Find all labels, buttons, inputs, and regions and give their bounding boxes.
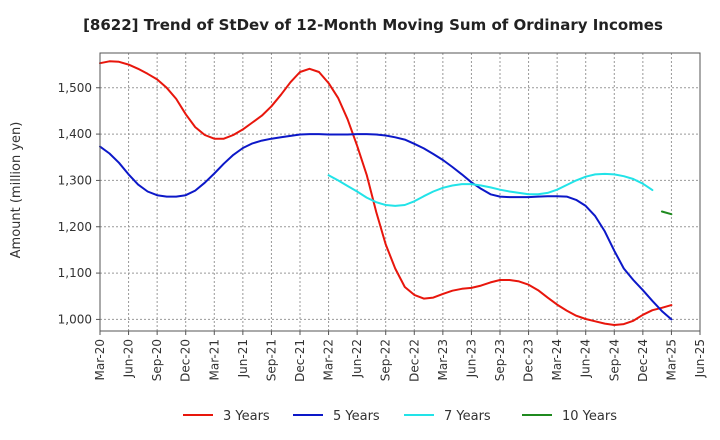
x-tick-label: Mar-25 [664, 339, 678, 380]
y-tick-label: 1,200 [58, 220, 92, 234]
series-line-10-years [660, 210, 673, 216]
grid [99, 53, 701, 331]
series-line-3-years [99, 60, 673, 326]
x-tick-label: Mar-22 [322, 339, 336, 380]
x-tick-label: Mar-23 [436, 339, 450, 380]
x-tick-label: Mar-21 [207, 339, 221, 380]
x-tick-label: Jun-22 [350, 339, 364, 378]
y-tick-label: 1,300 [58, 173, 92, 187]
x-tick-label: Jun-24 [579, 339, 593, 378]
legend-item: 5 Years [293, 409, 380, 424]
y-axis-label: Amount (million yen) [9, 122, 24, 259]
x-tick-label: Mar-20 [93, 339, 107, 380]
legend-item: 3 Years [183, 409, 270, 424]
x-tick-label: Jun-21 [236, 339, 250, 378]
series-line-5-years [99, 133, 673, 321]
legend-label: 10 Years [562, 409, 617, 424]
x-tick-label: Jun-25 [693, 339, 707, 378]
x-tick-label: Jun-23 [464, 339, 478, 378]
legend-item: 7 Years [404, 409, 491, 424]
x-tick-label: Sep-22 [379, 339, 393, 381]
x-tick-label: Sep-21 [264, 339, 278, 381]
x-tick-label: Mar-24 [550, 339, 564, 380]
chart-title: [8622] Trend of StDev of 12-Month Moving… [83, 16, 663, 34]
x-tick-label: Sep-23 [493, 339, 507, 381]
x-tick-label: Sep-20 [150, 339, 164, 381]
series-lines [99, 60, 673, 326]
series-line-7-years [327, 172, 654, 207]
x-tick-label: Dec-22 [407, 339, 421, 382]
legend-label: 5 Years [333, 409, 380, 424]
legend-item: 10 Years [522, 409, 617, 424]
legend: 3 Years 5 Years 7 Years 10 Years [183, 409, 617, 424]
y-tick-label: 1,000 [58, 312, 92, 326]
x-tick-label: Dec-21 [293, 339, 307, 382]
x-tick-label: Dec-24 [636, 339, 650, 382]
x-axis-ticks: Mar-20 Jun-20 Sep-20 Dec-20 Mar-21 Jun-21 Sep-… [93, 331, 707, 382]
y-axis-ticks: 1,000 1,100 1,200 1,300 1,400 1,500 [58, 81, 100, 326]
x-tick-label: Dec-20 [179, 339, 193, 382]
y-tick-label: 1,400 [58, 127, 92, 141]
legend-label: 3 Years [223, 409, 270, 424]
y-tick-label: 1,100 [58, 266, 92, 280]
plot-area-frame [99, 52, 701, 332]
x-tick-label: Dec-23 [522, 339, 536, 382]
x-tick-label: Jun-20 [122, 339, 136, 378]
x-tick-label: Sep-24 [607, 339, 621, 381]
y-tick-label: 1,500 [58, 81, 92, 95]
legend-label: 7 Years [444, 409, 491, 424]
